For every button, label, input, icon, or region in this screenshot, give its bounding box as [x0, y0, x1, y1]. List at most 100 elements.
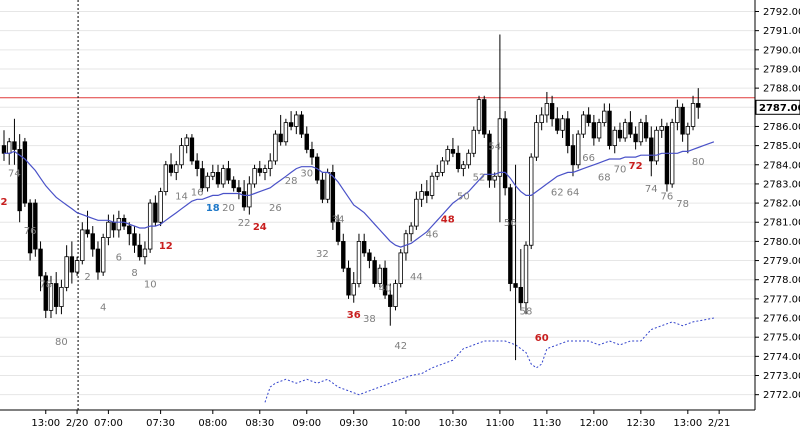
- candle-body-103: [539, 114, 544, 124]
- candle-8: [43, 272, 48, 319]
- x-tick-label-7: 09:30: [339, 418, 368, 429]
- x-tick-label-0: 13:00: [31, 418, 60, 429]
- candle-65: [341, 233, 346, 273]
- candle-body-33: [174, 164, 179, 173]
- candle-29: [153, 195, 158, 227]
- candle-53: [278, 114, 283, 146]
- candle-103: [539, 107, 544, 131]
- candle-body-7: [38, 248, 43, 277]
- candle-132: [690, 95, 696, 131]
- candle-body-3: [17, 149, 22, 212]
- candle-body-58: [304, 133, 309, 150]
- bar-label-21: 34: [332, 214, 345, 225]
- candle-30: [158, 187, 163, 227]
- y-tick-label-9: 2781.00: [763, 218, 800, 229]
- candle-body-18: [95, 248, 101, 273]
- bar-label-15: 22: [238, 218, 251, 229]
- candle-11: [59, 279, 64, 315]
- candle-124: [649, 126, 654, 177]
- candle-49: [257, 160, 262, 177]
- candle-111: [581, 111, 586, 138]
- candle-body-82: [429, 175, 435, 196]
- candle-105: [549, 95, 555, 127]
- candle-body-26: [137, 244, 142, 258]
- candle-body-94: [492, 175, 497, 181]
- candle-100: [523, 241, 529, 315]
- bar-label-41: 74: [645, 184, 658, 195]
- candle-body-96: [502, 118, 508, 189]
- candle-75: [393, 279, 398, 311]
- candle-body-52: [273, 133, 278, 162]
- candle-48: [252, 164, 257, 188]
- candle-body-22: [116, 218, 122, 231]
- candle-10: [54, 272, 59, 315]
- candle-body-74: [388, 294, 393, 307]
- candle-body-40: [210, 172, 215, 177]
- candle-body-106: [555, 118, 560, 131]
- candle-5: [27, 199, 33, 261]
- candle-body-45: [236, 187, 242, 192]
- candle-67: [351, 272, 356, 303]
- candle-body-127: [664, 126, 670, 185]
- candle-body-44: [231, 179, 236, 189]
- bar-label-34: 60: [535, 333, 549, 344]
- candle-120: [628, 111, 633, 138]
- candle-body-123: [643, 122, 649, 139]
- candle-body-16: [85, 229, 90, 235]
- candle-body-100: [523, 244, 529, 304]
- y-tick-label-3: 2775.00: [763, 333, 800, 344]
- candle-body-29: [153, 202, 158, 223]
- candle-57: [299, 111, 304, 138]
- y-tick-label-2: 2774.00: [763, 352, 800, 363]
- x-tick-label-1: 2/20: [66, 418, 88, 429]
- candle-body-117: [612, 129, 617, 147]
- candle-body-119: [622, 122, 628, 139]
- candle-body-73: [382, 267, 388, 296]
- candle-92: [482, 95, 487, 138]
- candle-9: [48, 275, 54, 319]
- candle-body-105: [549, 103, 555, 120]
- candle-body-84: [440, 160, 445, 173]
- y-tick-label-6: 2778.00: [763, 275, 800, 286]
- candle-body-65: [341, 240, 346, 269]
- candle-14: [74, 256, 80, 276]
- candle-113: [591, 114, 597, 146]
- candle-50: [262, 164, 268, 181]
- candle-6: [33, 199, 38, 257]
- bar-label-18: 28: [285, 176, 298, 187]
- candle-body-133: [696, 103, 701, 108]
- candle-80: [419, 183, 424, 207]
- candle-body-30: [158, 191, 163, 223]
- candle-body-71: [372, 260, 377, 284]
- candle-104: [544, 91, 550, 123]
- candle-22: [116, 210, 122, 238]
- candle-123: [643, 114, 649, 142]
- candle-37: [194, 153, 200, 177]
- candle-body-115: [602, 110, 607, 124]
- bar-label-1: 74: [8, 168, 21, 179]
- candle-body-110: [576, 133, 581, 166]
- candle-78: [408, 222, 414, 242]
- candle-15: [80, 222, 85, 265]
- bar-label-43: 78: [676, 199, 689, 210]
- bar-label-24: 40: [379, 283, 392, 294]
- secondary-dotted-line: [264, 317, 714, 403]
- candle-body-102: [534, 122, 539, 158]
- candle-108: [565, 111, 570, 154]
- candle-64: [335, 214, 341, 246]
- candle-133: [696, 88, 701, 119]
- candle-body-129: [675, 106, 680, 124]
- y-tick-label-0: 2772.00: [763, 390, 800, 401]
- candle-body-130: [680, 106, 685, 135]
- bar-label-7: 6: [116, 253, 122, 264]
- x-tick-label-11: 11:30: [532, 418, 561, 429]
- candle-body-43: [226, 168, 231, 181]
- candle-31: [163, 160, 169, 196]
- candle-body-125: [654, 129, 659, 162]
- bar-label-28: 48: [441, 214, 455, 225]
- candle-0: [1, 130, 7, 161]
- bar-label-16: 24: [253, 222, 267, 233]
- candle-117: [612, 126, 617, 154]
- candle-32: [168, 153, 174, 177]
